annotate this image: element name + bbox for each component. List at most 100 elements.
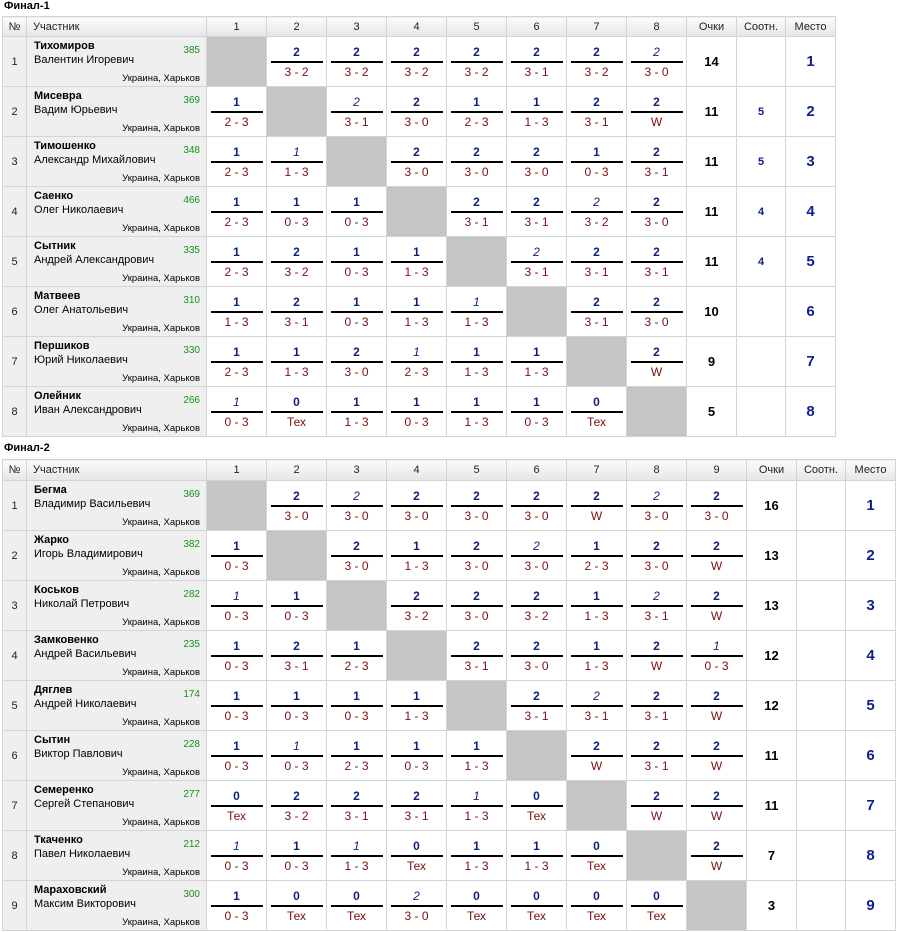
match-cell[interactable]: 2 3 - 1 bbox=[506, 186, 567, 237]
match-cell[interactable]: 2 3 - 1 bbox=[566, 680, 627, 731]
match-cell[interactable]: 1 0 - 3 bbox=[326, 680, 387, 731]
player-surname[interactable]: Тимошенко bbox=[34, 140, 96, 152]
match-cell[interactable]: 2 3 - 0 bbox=[266, 480, 327, 531]
match-cell[interactable]: 2 3 - 0 bbox=[506, 136, 567, 187]
match-cell[interactable]: 2 3 - 1 bbox=[266, 630, 327, 681]
match-cell[interactable]: 1 2 - 3 bbox=[446, 86, 507, 137]
match-cell[interactable]: 1 1 - 3 bbox=[446, 286, 507, 337]
match-cell[interactable]: 2 3 - 0 bbox=[326, 530, 387, 581]
match-cell[interactable]: 2 3 - 2 bbox=[446, 36, 507, 87]
match-cell[interactable]: 1 0 - 3 bbox=[386, 386, 447, 437]
match-cell[interactable]: 1 1 - 3 bbox=[266, 136, 327, 187]
match-cell[interactable]: 0 Тех bbox=[506, 780, 567, 831]
match-cell[interactable]: 2 3 - 2 bbox=[506, 580, 567, 631]
match-cell[interactable]: 1 0 - 3 bbox=[206, 386, 267, 437]
player-surname[interactable]: Сытник bbox=[34, 240, 76, 252]
match-cell[interactable]: 1 0 - 3 bbox=[266, 580, 327, 631]
match-cell[interactable]: 1 1 - 3 bbox=[386, 236, 447, 287]
match-cell[interactable]: 1 1 - 3 bbox=[446, 336, 507, 387]
match-cell[interactable]: 2 3 - 1 bbox=[626, 730, 687, 781]
match-cell[interactable]: 1 1 - 3 bbox=[386, 680, 447, 731]
player-surname[interactable]: Бегма bbox=[34, 484, 67, 496]
match-cell[interactable]: 1 1 - 3 bbox=[446, 730, 507, 781]
match-cell[interactable]: 2 3 - 0 bbox=[446, 530, 507, 581]
match-cell[interactable]: 2 3 - 1 bbox=[326, 86, 387, 137]
match-cell[interactable]: 1 0 - 3 bbox=[206, 830, 267, 881]
match-cell[interactable]: 2 3 - 0 bbox=[446, 580, 507, 631]
match-cell[interactable]: 2 3 - 2 bbox=[566, 36, 627, 87]
match-cell[interactable]: 2 3 - 1 bbox=[566, 236, 627, 287]
match-cell[interactable]: 1 0 - 3 bbox=[266, 186, 327, 237]
match-cell[interactable]: 1 1 - 3 bbox=[446, 830, 507, 881]
match-cell[interactable]: 0 Тех bbox=[266, 386, 327, 437]
player-surname[interactable]: Мараховский bbox=[34, 884, 107, 896]
match-cell[interactable]: 1 2 - 3 bbox=[206, 336, 267, 387]
match-cell[interactable]: 1 0 - 3 bbox=[206, 680, 267, 731]
match-cell[interactable]: 1 0 - 3 bbox=[326, 236, 387, 287]
match-cell[interactable]: 0 Тех bbox=[566, 880, 627, 931]
match-cell[interactable]: 2 3 - 1 bbox=[506, 236, 567, 287]
match-cell[interactable]: 2 3 - 0 bbox=[386, 86, 447, 137]
match-cell[interactable]: 2 3 - 0 bbox=[626, 530, 687, 581]
match-cell[interactable]: 2 3 - 1 bbox=[506, 680, 567, 731]
match-cell[interactable]: 1 2 - 3 bbox=[206, 186, 267, 237]
match-cell[interactable]: 2 3 - 0 bbox=[446, 136, 507, 187]
match-cell[interactable]: 1 2 - 3 bbox=[326, 730, 387, 781]
match-cell[interactable]: 2 3 - 0 bbox=[506, 530, 567, 581]
player-surname[interactable]: Коськов bbox=[34, 584, 80, 596]
match-cell[interactable]: 2 3 - 0 bbox=[386, 480, 447, 531]
match-cell[interactable]: 2 3 - 1 bbox=[506, 36, 567, 87]
match-cell[interactable]: 2 3 - 0 bbox=[386, 880, 447, 931]
player-surname[interactable]: Жарко bbox=[34, 534, 69, 546]
match-cell[interactable]: 1 1 - 3 bbox=[566, 630, 627, 681]
match-cell[interactable]: 0 Тех bbox=[506, 880, 567, 931]
match-cell[interactable]: 2 3 - 0 bbox=[506, 630, 567, 681]
match-cell[interactable]: 1 0 - 3 bbox=[206, 580, 267, 631]
match-cell[interactable]: 2 3 - 2 bbox=[266, 36, 327, 87]
match-cell[interactable]: 0 Тех bbox=[626, 880, 687, 931]
match-cell[interactable]: 1 1 - 3 bbox=[446, 386, 507, 437]
player-surname[interactable]: Сытин bbox=[34, 734, 71, 746]
match-cell[interactable]: 1 1 - 3 bbox=[506, 336, 567, 387]
match-cell[interactable]: 2 3 - 1 bbox=[626, 236, 687, 287]
match-cell[interactable]: 1 0 - 3 bbox=[506, 386, 567, 437]
match-cell[interactable]: 1 2 - 3 bbox=[386, 336, 447, 387]
player-surname[interactable]: Саенко bbox=[34, 190, 74, 202]
match-cell[interactable]: 2 3 - 1 bbox=[626, 580, 687, 631]
player-surname[interactable]: Матвеев bbox=[34, 290, 81, 302]
match-cell[interactable]: 1 1 - 3 bbox=[386, 286, 447, 337]
match-cell[interactable]: 2 3 - 0 bbox=[326, 336, 387, 387]
match-cell[interactable]: 2 3 - 2 bbox=[386, 580, 447, 631]
match-cell[interactable]: 2 3 - 1 bbox=[626, 680, 687, 731]
match-cell[interactable]: 1 0 - 3 bbox=[206, 880, 267, 931]
match-cell[interactable]: 0 Тех bbox=[386, 830, 447, 881]
match-cell[interactable]: 1 0 - 3 bbox=[206, 630, 267, 681]
match-cell[interactable]: 0 Тех bbox=[206, 780, 267, 831]
match-cell[interactable]: 2 3 - 2 bbox=[386, 36, 447, 87]
match-cell[interactable]: 0 Тех bbox=[326, 880, 387, 931]
match-cell[interactable]: 2 3 - 1 bbox=[626, 136, 687, 187]
match-cell[interactable]: 2 3 - 1 bbox=[566, 286, 627, 337]
match-cell[interactable]: 1 0 - 3 bbox=[386, 730, 447, 781]
match-cell[interactable]: 0 Тех bbox=[566, 386, 627, 437]
match-cell[interactable]: 2 3 - 0 bbox=[326, 480, 387, 531]
match-cell[interactable]: 2 3 - 0 bbox=[626, 286, 687, 337]
match-cell[interactable]: 2 3 - 1 bbox=[566, 86, 627, 137]
match-cell[interactable]: 1 1 - 3 bbox=[326, 386, 387, 437]
match-cell[interactable]: 1 1 - 3 bbox=[386, 530, 447, 581]
match-cell[interactable]: 2 3 - 0 bbox=[626, 186, 687, 237]
match-cell[interactable]: 1 1 - 3 bbox=[206, 286, 267, 337]
match-cell[interactable]: 1 0 - 3 bbox=[206, 730, 267, 781]
match-cell[interactable]: 1 0 - 3 bbox=[266, 680, 327, 731]
player-surname[interactable]: Першиков bbox=[34, 340, 90, 352]
player-surname[interactable]: Ткаченко bbox=[34, 834, 83, 846]
